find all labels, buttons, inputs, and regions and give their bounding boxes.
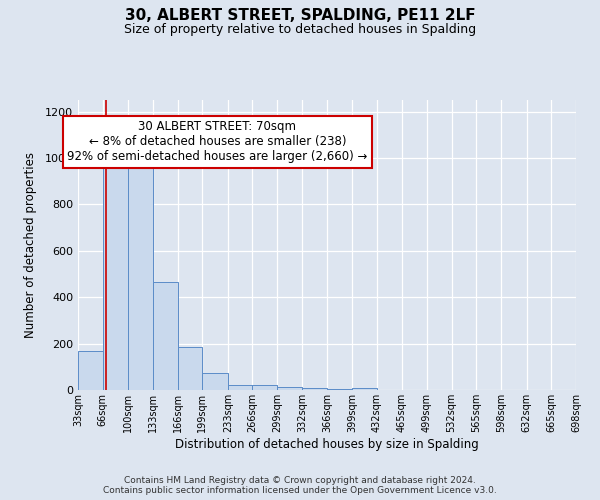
Bar xyxy=(78,350,103,390)
Bar xyxy=(103,162,128,390)
Bar xyxy=(178,347,202,390)
Text: 30, ALBERT STREET, SPALDING, PE11 2LF: 30, ALBERT STREET, SPALDING, PE11 2LF xyxy=(125,8,475,22)
Bar xyxy=(202,372,228,390)
Text: 30 ALBERT STREET: 70sqm
← 8% of detached houses are smaller (238)
92% of semi-de: 30 ALBERT STREET: 70sqm ← 8% of detached… xyxy=(67,120,368,164)
Bar xyxy=(328,389,352,390)
Bar xyxy=(352,388,377,390)
Bar xyxy=(228,385,253,390)
Bar xyxy=(128,158,153,390)
Y-axis label: Number of detached properties: Number of detached properties xyxy=(23,152,37,338)
X-axis label: Distribution of detached houses by size in Spalding: Distribution of detached houses by size … xyxy=(175,438,479,450)
Bar xyxy=(302,388,328,390)
Text: Contains public sector information licensed under the Open Government Licence v3: Contains public sector information licen… xyxy=(103,486,497,495)
Text: Contains HM Land Registry data © Crown copyright and database right 2024.: Contains HM Land Registry data © Crown c… xyxy=(124,476,476,485)
Bar xyxy=(253,386,277,390)
Bar xyxy=(277,386,302,390)
Bar xyxy=(153,282,178,390)
Text: Size of property relative to detached houses in Spalding: Size of property relative to detached ho… xyxy=(124,22,476,36)
